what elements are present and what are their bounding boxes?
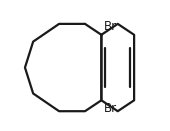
Text: Br: Br bbox=[104, 20, 117, 33]
Text: Br: Br bbox=[104, 102, 117, 115]
